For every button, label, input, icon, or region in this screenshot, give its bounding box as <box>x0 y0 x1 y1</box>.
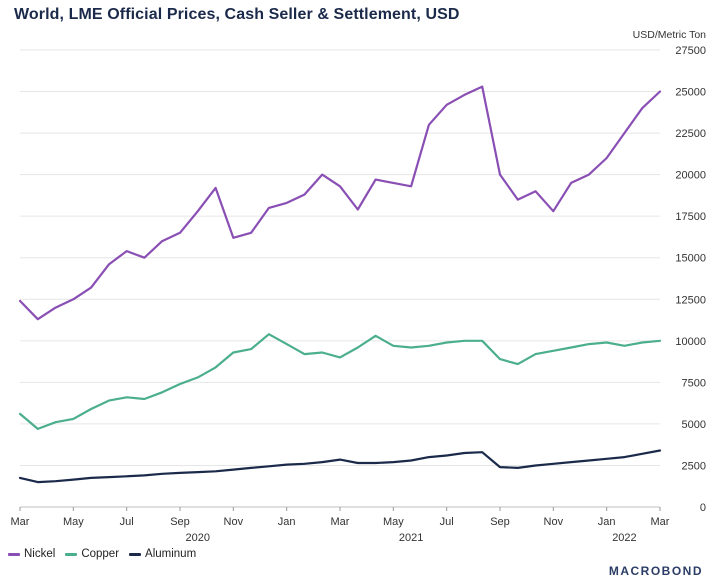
x-tick-label-7: May <box>383 516 404 528</box>
x-year-label-2020: 2020 <box>186 532 210 544</box>
y-axis: 0 2500 5000 7500 10000 12500 15000 17500 20000 22… <box>675 45 706 514</box>
x-year-label-2021: 2021 <box>399 532 423 544</box>
series-line-copper <box>18 333 662 430</box>
x-tick-label-12: Mar <box>651 516 670 528</box>
x-tick-label-5: Jan <box>278 516 296 528</box>
macrobond-logo: MACROBOND <box>608 564 703 578</box>
legend-swatch-nickel <box>8 552 20 556</box>
y-tick-label-9: 22500 <box>675 128 706 140</box>
legend-swatch-copper <box>65 552 78 556</box>
legend-label-copper: Copper <box>81 548 120 560</box>
legend-label-aluminum: Aluminum <box>145 548 197 560</box>
y-tick-label-4: 10000 <box>675 336 706 348</box>
x-tick-label-2: Jul <box>120 516 134 528</box>
x-tick-label-10: Nov <box>544 516 564 528</box>
y-tick-label-3: 7500 <box>682 377 706 389</box>
legend-item-copper: Copper <box>65 548 119 560</box>
y-tick-label-5: 12500 <box>675 294 706 306</box>
x-tick-label-6: Mar <box>331 516 350 528</box>
y-tick-label-11: 27500 <box>675 45 706 57</box>
legend-item-aluminum: Aluminum <box>129 548 196 560</box>
series-line-nickel <box>18 85 662 321</box>
x-tick-label-4: Nov <box>224 516 244 528</box>
x-tick-label-11: Jan <box>598 516 616 528</box>
y-tick-label-7: 17500 <box>675 211 706 223</box>
y-tick-label-2: 5000 <box>682 419 706 431</box>
legend-label-nickel: Nickel <box>24 548 56 560</box>
legend-swatch-aluminum <box>129 552 142 556</box>
chart-title: World, LME Official Prices, Cash Seller … <box>14 6 460 23</box>
x-axis: Mar May Jul Sep Nov Jan Mar May Jul Sep Nov Jan Mar 2… <box>11 507 670 544</box>
x-tick-label-0: Mar <box>11 516 30 528</box>
x-tick-label-8: Jul <box>440 516 454 528</box>
y-tick-label-8: 20000 <box>675 170 706 182</box>
y-tick-label-6: 15000 <box>675 253 706 265</box>
y-tick-label-0: 0 <box>700 502 706 514</box>
grid-lines <box>20 49 660 508</box>
y-axis-unit-label: USD/Metric Ton <box>633 29 706 41</box>
x-tick-label-1: May <box>63 516 84 528</box>
x-year-label-2022: 2022 <box>612 532 636 544</box>
y-tick-label-10: 25000 <box>675 87 706 99</box>
x-tick-label-3: Sep <box>170 516 190 528</box>
y-tick-label-1: 2500 <box>682 460 706 472</box>
legend-item-nickel: Nickel <box>8 548 55 560</box>
x-tick-label-9: Sep <box>490 516 510 528</box>
legend: Nickel Copper Aluminum <box>8 548 196 560</box>
series-lines <box>18 85 662 484</box>
series-line-aluminum <box>18 449 662 484</box>
